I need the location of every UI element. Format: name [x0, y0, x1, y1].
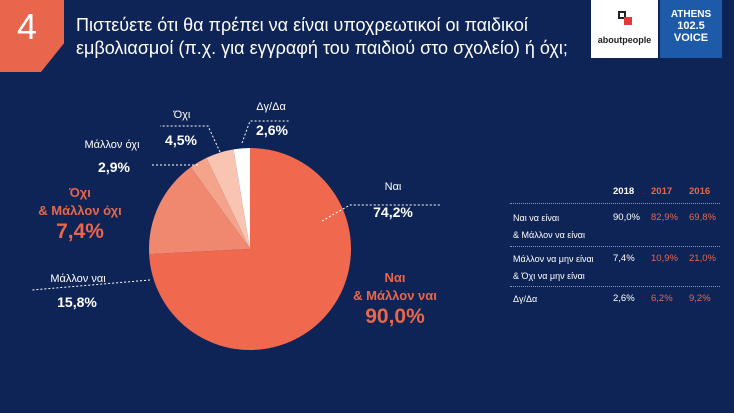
- leader-lines: [31, 120, 440, 291]
- group-label-oxi-1: Όχι: [68, 185, 91, 200]
- cell-2016: 9,2%: [689, 293, 711, 304]
- slice-value-oxi: 4,5%: [165, 132, 197, 148]
- aboutpeople-logo: aboutpeople: [591, 0, 658, 58]
- cell-2018: 2,6%: [613, 293, 635, 304]
- pie-slice-mallon-nai: [149, 167, 250, 255]
- slice-value-nai: 74,2%: [373, 204, 413, 220]
- leader-line-nai: [321, 204, 440, 222]
- pie-slice-dyda: [233, 148, 250, 249]
- row-label: & Μάλλον να είναι: [513, 230, 585, 240]
- table-divider: [510, 246, 720, 247]
- slice-label-mallon-oxi: Μάλλον όχι: [84, 139, 140, 151]
- slice-value-mallon-nai: 15,8%: [57, 294, 97, 310]
- group-value-nai: 90,0%: [365, 305, 425, 328]
- athens-voice-logo: ATHENS 102.5 VOICE: [660, 0, 722, 58]
- row-label: Ναι να είναι: [513, 213, 560, 223]
- group-label-nai-1: Ναι: [385, 270, 406, 285]
- table-divider: [510, 286, 720, 287]
- cell-2018: 90,0%: [613, 212, 640, 223]
- cell-2017: 82,9%: [651, 212, 678, 223]
- table-header-2017: 2017: [651, 186, 673, 197]
- aboutpeople-logo-text: aboutpeople: [597, 35, 652, 45]
- slice-label-dyda: Δγ/Δα: [256, 101, 286, 113]
- aboutpeople-mark-icon: [618, 11, 632, 25]
- slice-label-nai: Ναι: [385, 181, 402, 193]
- group-label-nai-2: & Μάλλον ναι: [353, 288, 437, 303]
- cell-2017: 6,2%: [651, 293, 673, 304]
- row-label: Μάλλον να μην είναι: [513, 254, 594, 264]
- question-title: Πιστεύετε ότι θα πρέπει να είναι υποχρεω…: [76, 15, 568, 58]
- leader-line-oxi: [160, 125, 221, 153]
- slice-value-dyda: 2,6%: [256, 122, 288, 138]
- pie-slice-mallon-oxi: [190, 157, 250, 249]
- table-header-2016: 2016: [689, 186, 711, 197]
- slide-number: 4: [16, 6, 38, 47]
- slide-number-badge: 4: [0, 0, 64, 72]
- athens-voice-line-3: VOICE: [673, 32, 709, 44]
- cell-2016: 21,0%: [689, 253, 716, 264]
- pie-slice-nai: [149, 148, 352, 350]
- table-header-2018: 2018: [613, 186, 635, 197]
- slice-label-mallon-nai: Μάλλον ναι: [50, 273, 106, 285]
- row-label: Δγ/Δα: [513, 294, 538, 304]
- cell-2017: 10,9%: [651, 253, 678, 264]
- cell-2018: 7,4%: [613, 253, 635, 264]
- athens-voice-line-1: ATHENS: [670, 9, 712, 20]
- table-divider: [510, 203, 720, 204]
- group-value-oxi: 7,4%: [56, 220, 104, 243]
- pie-slices: [149, 148, 352, 350]
- slice-value-mallon-oxi: 2,9%: [98, 159, 130, 175]
- cell-2016: 69,8%: [689, 212, 716, 223]
- group-label-oxi-2: & Μάλλον όχι: [38, 203, 122, 218]
- pie-slice-oxi: [206, 149, 250, 249]
- row-label: & Όχι να μην είναι: [513, 271, 585, 281]
- slice-label-oxi: Όχι: [173, 109, 191, 121]
- athens-voice-line-2: 102.5: [677, 20, 705, 32]
